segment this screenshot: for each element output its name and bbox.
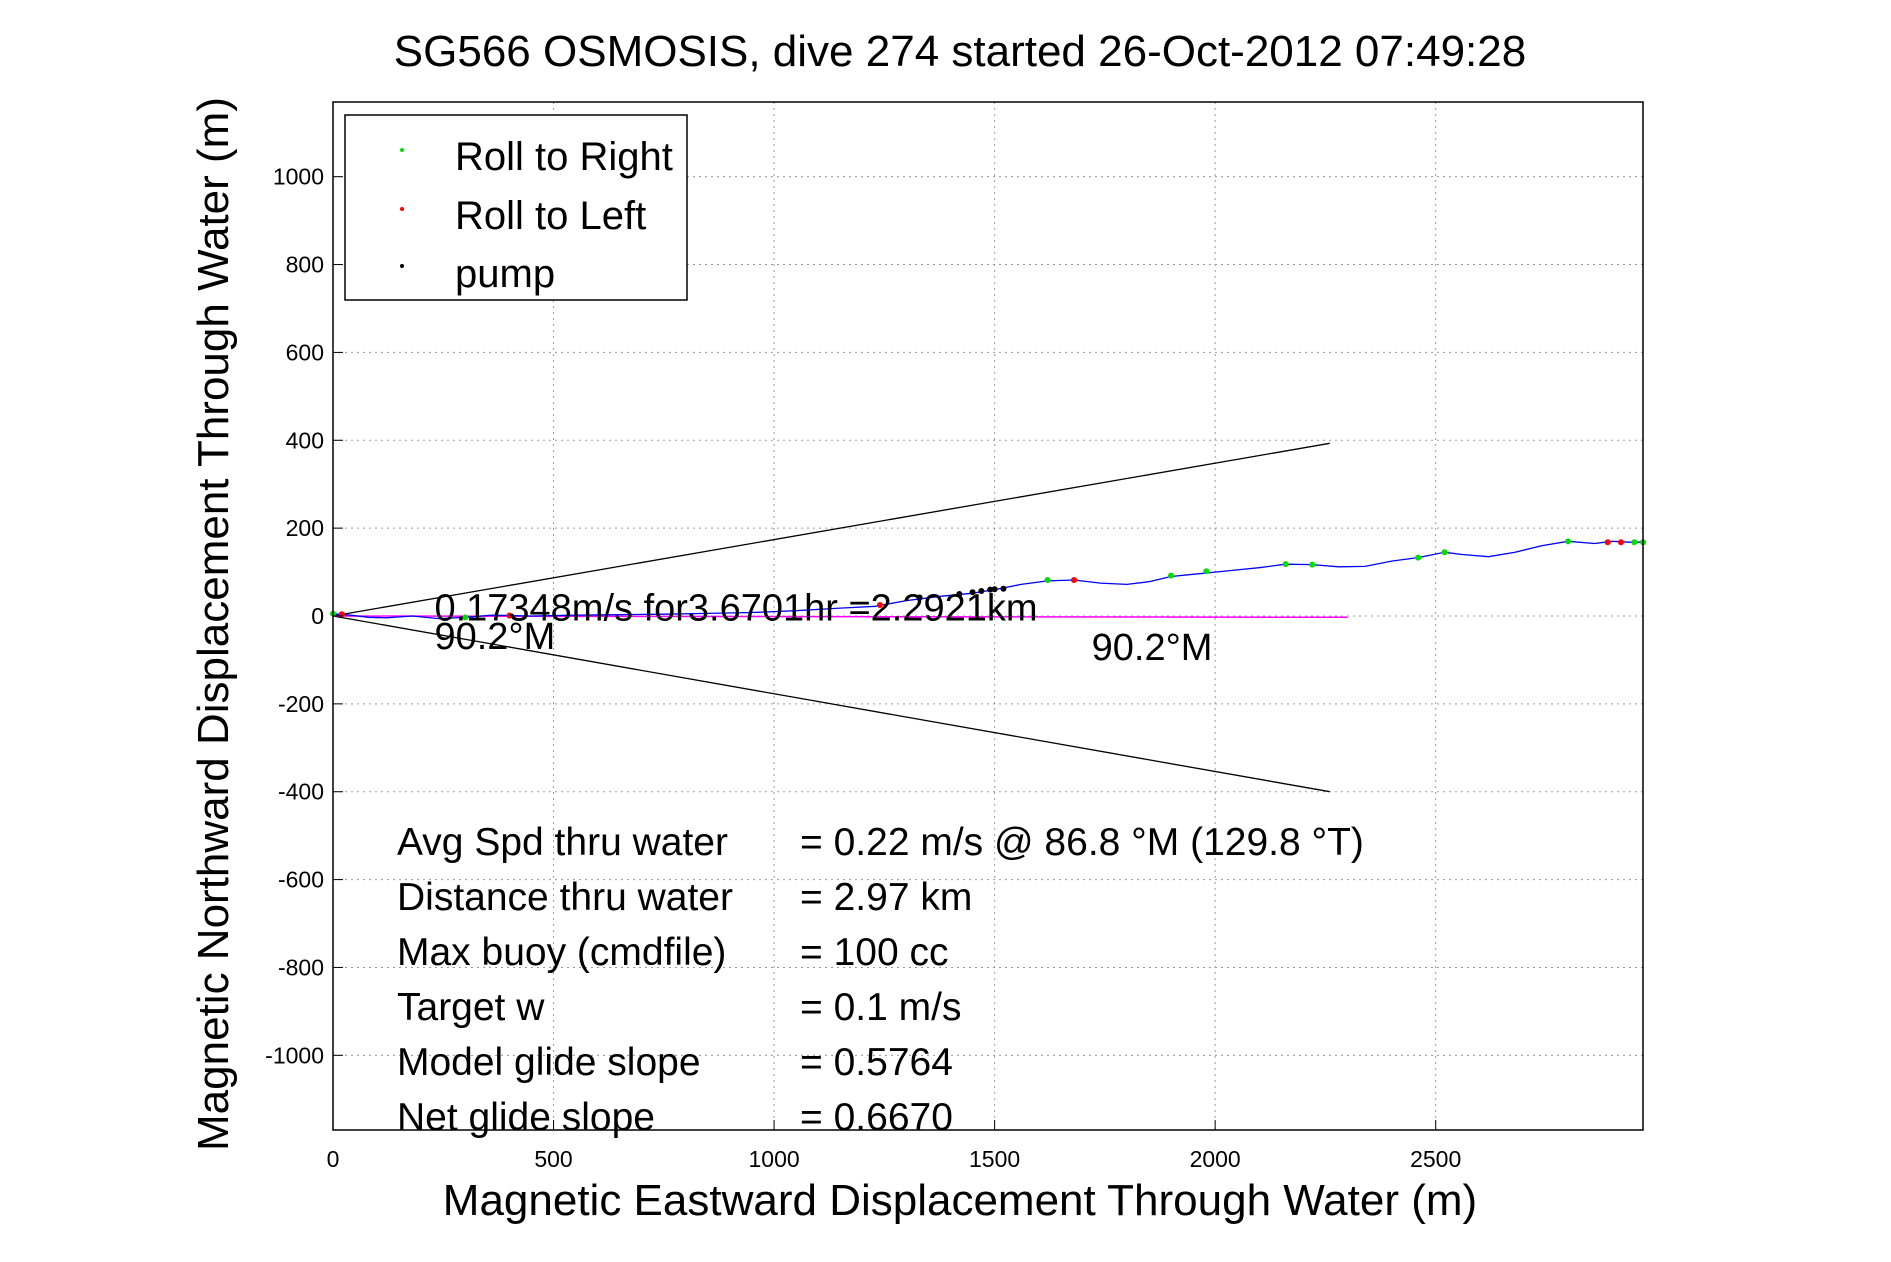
stat-value-net-glide: = 0.6670: [800, 1096, 953, 1139]
stat-label-target-w: Target w: [397, 986, 545, 1029]
legend-label-roll-left: Roll to Left: [455, 194, 646, 238]
y-tick-label: 600: [286, 339, 324, 365]
pump-marker: [916, 594, 923, 601]
x-tick-label: 1000: [748, 1146, 799, 1172]
y-tick-label: 0: [311, 603, 324, 629]
cone-line: [332, 442, 1330, 617]
y-tick-label: -400: [278, 779, 324, 805]
x-tick-label: 0: [327, 1146, 340, 1172]
legend-label-roll-right: Roll to Right: [455, 135, 673, 179]
data-layer: [330, 442, 1646, 793]
x-axis-title: Magnetic Eastward Displacement Through W…: [443, 1176, 1477, 1225]
y-tick-label: -1000: [265, 1042, 324, 1068]
heading-line: [332, 615, 1348, 619]
legend-label-pump: pump: [455, 252, 555, 296]
roll-right-marker: [1282, 561, 1289, 568]
roll-right-marker: [462, 614, 469, 621]
roll-right-marker: [1203, 568, 1210, 575]
stat-value-target-w: = 0.1 m/s: [800, 986, 961, 1029]
stat-label-avg-speed: Avg Spd thru water: [397, 821, 728, 864]
roll-left-marker: [1604, 539, 1611, 546]
stat-label-distance: Distance thru water: [397, 876, 733, 919]
stat-value-model-glide: = 0.5764: [800, 1041, 953, 1084]
legend: Roll to Right Roll to Left pump: [344, 114, 688, 301]
roll-right-marker: [1631, 539, 1638, 546]
annotation-text: 90.2°M: [434, 616, 555, 658]
y-axis-title: Magnetic Northward Displacement Through …: [189, 97, 238, 1151]
x-tick-label: 2000: [1190, 1146, 1241, 1172]
pump-marker: [956, 591, 963, 598]
track-line: [332, 540, 1643, 620]
stat-label-model-glide: Model glide slope: [397, 1041, 701, 1084]
roll-right-marker: [1565, 538, 1572, 545]
annotation-text: 0.17348m/s for3.6701hr =2.2921km: [434, 587, 1037, 629]
stat-label-max-buoy: Max buoy (cmdfile): [397, 931, 726, 974]
pump-marker: [991, 586, 998, 593]
roll-right-marker: [1415, 554, 1422, 561]
x-tick-label: 1500: [969, 1146, 1020, 1172]
stat-value-distance: = 2.97 km: [800, 876, 972, 919]
roll-right-marker: [1044, 576, 1051, 583]
y-tick-label: 1000: [273, 164, 324, 190]
x-tick-label: 500: [534, 1146, 572, 1172]
y-tick-label: -200: [278, 691, 324, 717]
y-tick-label: -800: [278, 954, 324, 980]
annotation-text: 90.2°M: [1092, 627, 1213, 669]
pump-marker: [987, 586, 994, 593]
pump-marker: [969, 589, 976, 596]
stats-block: Avg Spd thru water = 0.22 m/s @ 86.8 °M …: [397, 821, 1364, 1139]
stat-value-avg-speed: = 0.22 m/s @ 86.8 °M (129.8 °T): [800, 821, 1364, 864]
y-tick-label: -600: [278, 867, 324, 893]
legend-marker-roll-left: [400, 207, 404, 211]
roll-left-marker: [1071, 576, 1078, 583]
pump-marker: [1000, 585, 1007, 592]
stat-value-max-buoy: = 100 cc: [800, 931, 949, 974]
tick-layer: 0 500 1000 1500 2000 2500-1000-800-600-400-20…: [265, 164, 1461, 1172]
chart-title: SG566 OSMOSIS, dive 274 started 26-Oct-2…: [394, 27, 1526, 76]
grid-layer: [332, 102, 1643, 1130]
legend-marker-pump: [400, 264, 404, 268]
cone-line: [332, 615, 1330, 793]
y-tick-label: 400: [286, 427, 324, 453]
x-tick-label: 2500: [1410, 1146, 1461, 1172]
pump-marker: [978, 587, 985, 594]
y-tick-label: 200: [286, 515, 324, 541]
y-tick-label: 800: [286, 252, 324, 278]
stat-label-net-glide: Net glide slope: [397, 1096, 655, 1139]
roll-right-marker: [1309, 561, 1316, 568]
roll-right-marker: [1168, 572, 1175, 579]
roll-left-marker: [876, 602, 883, 609]
legend-marker-roll-right: [400, 148, 404, 152]
roll-left-marker: [506, 612, 513, 619]
roll-left-marker: [1617, 539, 1624, 546]
roll-right-marker: [1441, 549, 1448, 556]
